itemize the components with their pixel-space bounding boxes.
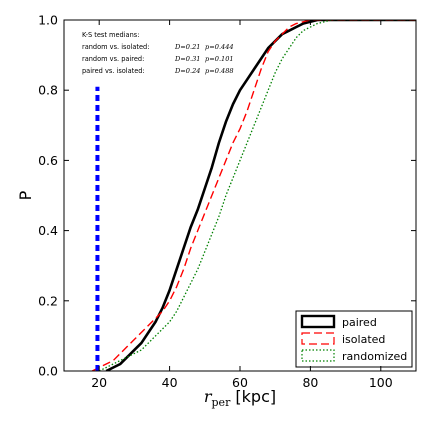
legend-swatch-randomized	[301, 349, 335, 362]
series-line-paired	[105, 20, 416, 371]
x-axis-label: rper [kpc]	[204, 387, 276, 409]
ks-row-d: D=0.24	[174, 67, 201, 75]
legend-swatch-paired	[300, 314, 336, 329]
y-tick-label: 0.6	[38, 153, 58, 168]
legend-swatch-isolated	[301, 332, 335, 345]
x-axis-label-unit: [kpc]	[230, 387, 276, 406]
series-line-isolated	[91, 20, 416, 371]
ks-row-label: random vs. isolated:	[82, 43, 149, 51]
legend: paired isolated randomized	[295, 310, 413, 368]
ks-row-label: paired vs. isolated:	[82, 67, 145, 75]
y-tick-label: 0.0	[38, 364, 58, 379]
plot-area	[91, 20, 416, 371]
x-tick-label: 20	[91, 375, 107, 390]
x-axis-label-symbol: r	[204, 387, 213, 406]
ks-title: K-S test medians:	[82, 31, 139, 39]
ks-row-p: p=0.101	[205, 55, 234, 63]
y-tick-label: 1.0	[38, 13, 58, 28]
series-line-randomized	[98, 20, 416, 371]
legend-box	[295, 310, 413, 368]
legend-label-isolated: isolated	[342, 333, 385, 346]
y-tick-label: 0.2	[38, 293, 58, 308]
y-axis-label: P	[16, 190, 35, 200]
y-tick-label: 0.8	[38, 83, 58, 98]
data-series-group	[91, 20, 416, 371]
ks-row-label: random vs. paired:	[82, 55, 144, 63]
axes: 20 40 60 80 100 0.0 0.2 0.4 0.6 0.8 1.0 rper [kpc] P	[16, 13, 417, 409]
x-tick-label: 80	[302, 375, 318, 390]
legend-label-randomized: randomized	[342, 350, 407, 363]
ks-test-annotation: K-S test medians: random vs. isolated: D=0…	[82, 31, 234, 75]
x-tick-label: 60	[232, 375, 248, 390]
ks-row-d: D=0.21	[174, 43, 201, 51]
ks-row-p: p=0.444	[205, 43, 234, 51]
x-tick-label: 40	[162, 375, 178, 390]
y-tick-label: 0.4	[38, 223, 58, 238]
x-tick-label: 100	[369, 375, 393, 390]
ks-row-d: D=0.31	[174, 55, 201, 63]
legend-label-paired: paired	[342, 316, 377, 329]
x-axis-label-subscript: per	[212, 396, 232, 409]
ks-row-p: p=0.488	[205, 67, 234, 75]
